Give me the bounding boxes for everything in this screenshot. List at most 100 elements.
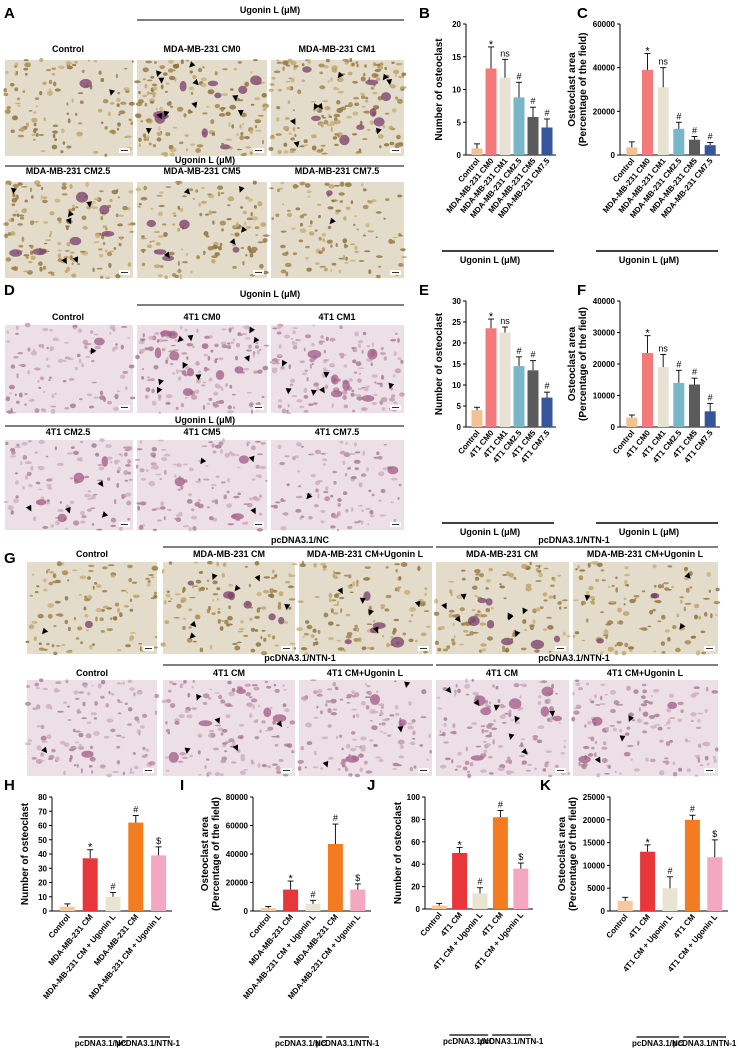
- ugonin-group-label-d2: Ugonin L (μM): [175, 415, 235, 425]
- bar-b-4: [513, 97, 525, 155]
- significance-mark: *: [489, 311, 494, 323]
- panel-label-k: K: [540, 777, 551, 794]
- image-title-a-5: MDA-MB-231 CM5: [163, 166, 240, 176]
- significance-mark: #: [516, 71, 521, 81]
- bar-e-4: [513, 366, 525, 427]
- image-title-a-6: MDA-MB-231 CM7.5: [295, 166, 380, 176]
- significance-mark: *: [489, 39, 494, 51]
- arrowhead-icon: [454, 615, 461, 623]
- bar-h-1: [59, 906, 75, 911]
- arrowhead-icon: [250, 507, 256, 515]
- arrowhead-icon: [145, 127, 152, 135]
- panel-label-j: J: [367, 777, 375, 794]
- arrowhead-icon: [282, 359, 288, 367]
- micrograph-a-2: [134, 59, 269, 157]
- panel-label-a: A: [4, 5, 15, 22]
- group-label-ntn: pcDNA3.1/NTN-1: [316, 1039, 380, 1048]
- ugonin-group-label-a: Ugonin L (μM): [240, 5, 300, 15]
- arrowhead-icon: [101, 511, 109, 518]
- bar-e-6: [541, 397, 553, 427]
- arrowhead-icon: [473, 699, 480, 706]
- group-label-nc: pcDNA3.1/NC: [275, 1039, 327, 1048]
- bar-c-3: [657, 87, 669, 155]
- bar-b-3: [499, 77, 511, 155]
- image-title-a-4: MDA-MB-231 CM2.5: [26, 166, 111, 176]
- panel-label-d: D: [4, 282, 15, 299]
- image-title-g2-4: 4T1 CM: [486, 668, 518, 678]
- arrowhead-icon: [684, 572, 691, 579]
- arrowhead-icon: [316, 102, 323, 110]
- chart-group-label: Ugonin L (μM): [460, 255, 520, 265]
- arrowhead-icon: [163, 110, 170, 118]
- y-tick-label: 100: [407, 793, 421, 802]
- bar-i-1: [260, 908, 276, 911]
- y-axis-label: Number of osteoclast: [434, 312, 445, 415]
- arrowhead-icon: [329, 217, 336, 225]
- arrowhead-icon: [90, 347, 97, 355]
- y-tick-label: 40: [411, 860, 420, 869]
- bar-h-2: [82, 858, 98, 911]
- arrowhead-icon: [65, 506, 71, 514]
- significance-mark: $: [712, 829, 717, 839]
- arrowhead-icon: [306, 492, 313, 500]
- arrowhead-icon: [182, 361, 189, 369]
- bar-b-2: [485, 68, 497, 155]
- significance-mark: #: [708, 392, 713, 402]
- y-tick-label: 20: [452, 20, 461, 29]
- y-tick-label: 0: [601, 907, 606, 916]
- bar-f-1: [626, 417, 638, 427]
- arrowhead-icon: [372, 626, 379, 634]
- bar-k-2: [640, 851, 656, 911]
- arrowhead-icon: [232, 95, 239, 102]
- arrowhead-icon: [190, 620, 197, 628]
- arrowhead-icon: [313, 103, 320, 111]
- arrowhead-icon: [441, 602, 447, 610]
- panel-label-h: H: [4, 777, 15, 794]
- arrowhead-icon: [187, 334, 194, 342]
- arrowhead-icon: [234, 584, 241, 592]
- significance-mark: *: [645, 45, 650, 57]
- y-tick-label: 20000: [593, 107, 616, 116]
- y-tick-label: 5: [457, 402, 462, 411]
- arrowhead-icon: [200, 457, 207, 465]
- bar-b-1: [471, 148, 483, 155]
- arrowhead-icon: [177, 335, 184, 343]
- arrowhead-icon: [253, 336, 260, 344]
- significance-mark: ns: [500, 316, 510, 326]
- arrowhead-icon: [594, 756, 601, 764]
- panel-label-b: B: [419, 5, 430, 22]
- bar-i-5: [350, 889, 366, 911]
- y-axis-label: (Percentage of the field): [578, 307, 589, 421]
- image-title-d-1: Control: [52, 312, 84, 322]
- micrograph-d-1: [5, 322, 136, 414]
- panel-label-e: E: [419, 282, 429, 299]
- image-title-d-6: 4T1 CM7.5: [315, 427, 360, 437]
- arrowhead-icon: [196, 693, 202, 701]
- g-group-label-2: pcDNA3.1/NTN-1: [538, 535, 610, 545]
- y-tick-label: 20000: [226, 879, 249, 888]
- y-tick-label: 15000: [583, 839, 606, 848]
- y-tick-label: 0: [611, 151, 616, 160]
- arrowhead-icon: [584, 594, 591, 602]
- arrowhead-icon: [514, 715, 521, 723]
- arrowhead-icon: [323, 371, 330, 379]
- significance-mark: #: [133, 805, 138, 815]
- significance-mark: #: [690, 804, 695, 814]
- image-title-g2-5: 4T1 CM+Ugonin L: [607, 668, 684, 678]
- significance-mark: *: [645, 328, 650, 340]
- significance-mark: #: [667, 866, 672, 876]
- arrowhead-icon: [445, 686, 452, 694]
- micrograph-g2-5: [571, 679, 719, 778]
- bar-k-4: [684, 819, 700, 911]
- y-tick-label: 40000: [226, 850, 249, 859]
- arrowhead-icon: [163, 251, 170, 259]
- arrowhead-icon: [508, 613, 514, 621]
- y-tick-label: 20000: [593, 360, 616, 369]
- bar-c-2: [642, 69, 653, 155]
- arrowhead-icon: [158, 77, 165, 84]
- y-axis-label: Osteoclast area: [557, 816, 568, 891]
- significance-mark: $: [518, 852, 523, 862]
- y-tick-label: 40000: [593, 297, 616, 306]
